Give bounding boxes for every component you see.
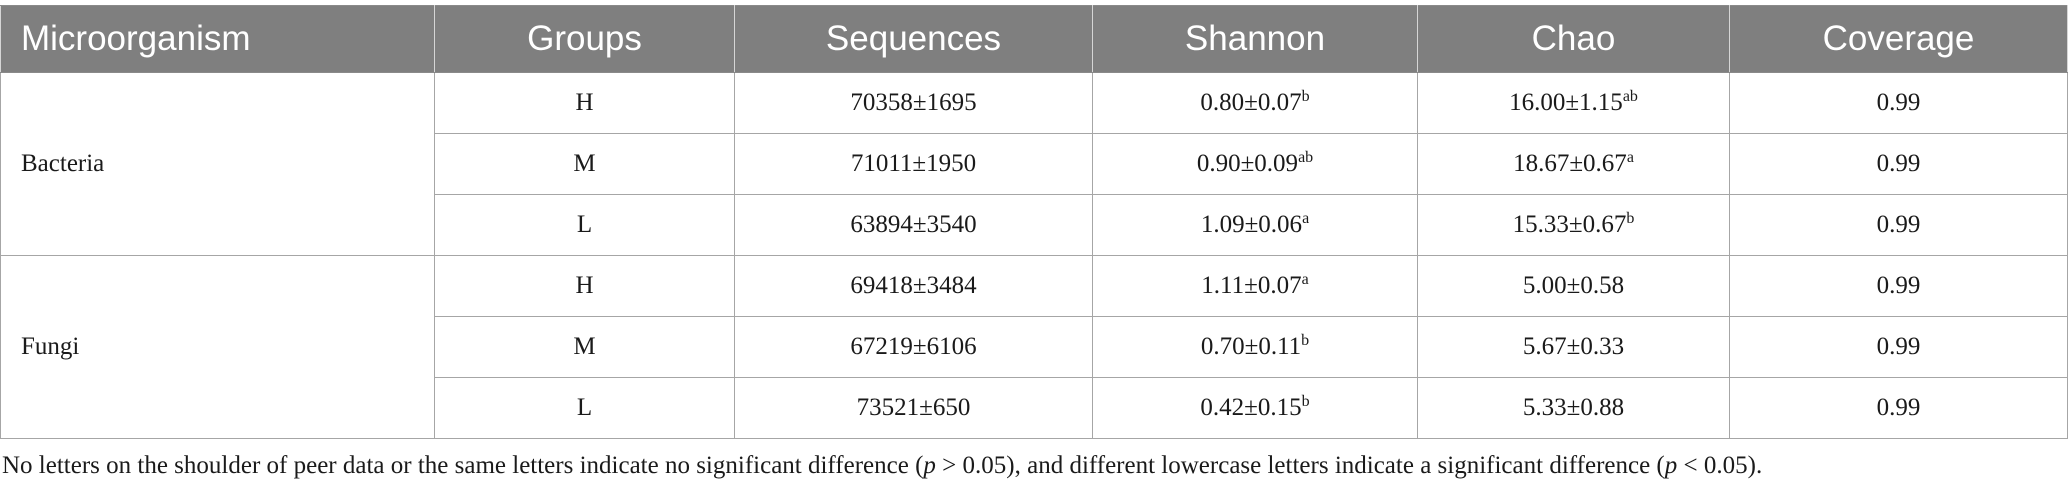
shannon-value: 0.42±0.15 <box>1200 394 1302 421</box>
footnote-text-1: No letters on the shoulder of peer data … <box>2 452 924 479</box>
header-shannon: Shannon <box>1092 5 1418 73</box>
chao-significance: ab <box>1622 88 1638 105</box>
shannon-value: 0.70±0.11 <box>1200 333 1302 360</box>
shannon-significance: ab <box>1298 149 1314 166</box>
coverage-cell: 0.99 <box>1729 133 2068 195</box>
header-groups: Groups <box>434 5 735 73</box>
footnote-text-2: > 0.05), and different lowercase letters… <box>935 452 1665 479</box>
sequences-cell: 71011±1950 <box>734 133 1093 195</box>
table-row: L 73521±650 0.42±0.15b 5.33±0.88 0.99 <box>1 377 2068 439</box>
sequences-cell: 63894±3540 <box>734 194 1093 256</box>
shannon-significance: b <box>1301 393 1310 410</box>
coverage-cell: 0.99 <box>1729 377 2068 439</box>
table-row: M 71011±1950 0.90±0.09ab 18.67±0.67a 0.9… <box>1 133 2068 195</box>
header-sequences: Sequences <box>734 5 1093 73</box>
table-row: M 67219±6106 0.70±0.11b 5.67±0.33 0.99 <box>1 316 2068 378</box>
sequences-cell: 73521±650 <box>734 377 1093 439</box>
group-cell: M <box>434 133 735 195</box>
table-footnote: No letters on the shoulder of peer data … <box>2 452 1762 480</box>
shannon-value: 0.80±0.07 <box>1200 89 1302 116</box>
p-value-symbol: p <box>923 452 936 479</box>
table-row: Fungi H 69418±3484 1.11±0.07a 5.00±0.58 … <box>0 255 2068 439</box>
chao-significance: a <box>1626 149 1634 166</box>
header-coverage: Coverage <box>1729 5 2068 73</box>
shannon-value: 0.90±0.09 <box>1196 150 1299 177</box>
microorganism-cell-fungi: Fungi <box>0 255 435 439</box>
table-header-row: Microorganism Groups Sequences Shannon C… <box>0 5 2068 73</box>
table-row: L 63894±3540 1.09±0.06a 15.33±0.67b 0.99 <box>1 194 2068 256</box>
chao-cell: 5.67±0.33 <box>1417 316 1730 378</box>
table-row: Bacteria H 70358±1695 0.80±0.07b 16.00±1… <box>0 72 2068 256</box>
shannon-cell: 0.42±0.15b <box>1092 377 1418 439</box>
shannon-cell: 0.80±0.07b <box>1092 72 1418 134</box>
shannon-significance: a <box>1302 210 1310 227</box>
p-value-symbol: p <box>1664 452 1678 479</box>
results-table-container: Microorganism Groups Sequences Shannon C… <box>0 5 2068 439</box>
chao-cell: 16.00±1.15ab <box>1417 72 1730 134</box>
chao-cell: 5.00±0.58 <box>1417 255 1730 317</box>
coverage-cell: 0.99 <box>1729 316 2068 378</box>
chao-value: 16.00±1.15 <box>1509 89 1623 116</box>
sequences-cell: 70358±1695 <box>734 72 1093 134</box>
coverage-cell: 0.99 <box>1729 194 2068 256</box>
sequences-cell: 69418±3484 <box>734 255 1093 317</box>
coverage-cell: 0.99 <box>1729 255 2068 317</box>
shannon-significance: b <box>1301 332 1310 349</box>
footnote-text-3: < 0.05). <box>1677 452 1763 479</box>
group-cell: M <box>434 316 735 378</box>
alpha-diversity-table: Microorganism Groups Sequences Shannon C… <box>0 5 2068 439</box>
shannon-cell: 0.70±0.11b <box>1092 316 1418 378</box>
chao-cell: 15.33±0.67b <box>1417 194 1730 256</box>
coverage-cell: 0.99 <box>1729 72 2068 134</box>
chao-value: 15.33±0.67 <box>1512 211 1627 238</box>
shannon-cell: 1.09±0.06a <box>1092 194 1418 256</box>
group-cell: L <box>434 377 735 439</box>
header-microorganism: Microorganism <box>0 5 435 73</box>
group-cell: L <box>434 194 735 256</box>
chao-cell: 5.33±0.88 <box>1417 377 1730 439</box>
group-cell: H <box>434 255 735 317</box>
shannon-cell: 0.90±0.09ab <box>1092 133 1418 195</box>
chao-cell: 18.67±0.67a <box>1417 133 1730 195</box>
shannon-value: 1.09±0.06 <box>1200 211 1303 238</box>
header-chao: Chao <box>1417 5 1730 73</box>
shannon-significance: a <box>1301 271 1309 288</box>
chao-significance: b <box>1626 210 1635 227</box>
group-cell: H <box>434 72 735 134</box>
shannon-cell: 1.11±0.07a <box>1092 255 1418 317</box>
chao-value: 18.67±0.67 <box>1513 150 1627 177</box>
microorganism-cell-bacteria: Bacteria <box>0 72 435 256</box>
sequences-cell: 67219±6106 <box>734 316 1093 378</box>
shannon-significance: b <box>1301 88 1310 105</box>
shannon-value: 1.11±0.07 <box>1201 272 1302 299</box>
